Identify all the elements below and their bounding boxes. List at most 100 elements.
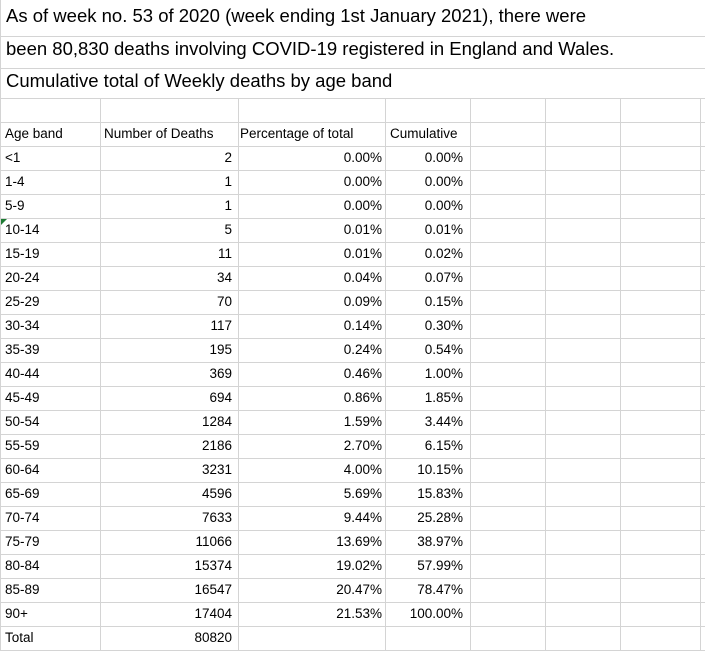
- grid-line: [0, 36, 705, 37]
- table-cell: 1-4: [5, 174, 25, 189]
- table-cell: 0.00%: [343, 174, 382, 189]
- table-cell: 5-9: [5, 198, 25, 213]
- column-header: Cumulative: [390, 126, 458, 141]
- table-cell: 0.54%: [424, 342, 463, 357]
- grid-line: [0, 434, 705, 435]
- table-cell: 0.01%: [424, 222, 463, 237]
- table-cell: 34: [216, 270, 232, 285]
- table-cell: 0.00%: [343, 198, 382, 213]
- table-cell: 20.47%: [336, 582, 382, 597]
- table-cell: <1: [5, 150, 21, 165]
- table-cell: 50-54: [5, 414, 40, 429]
- table-cell: 16547: [194, 582, 232, 597]
- table-cell: 38.97%: [417, 534, 463, 549]
- table-cell: 0.46%: [343, 366, 382, 381]
- table-cell: 0.30%: [424, 318, 463, 333]
- table-cell: 5.69%: [343, 486, 382, 501]
- cell-marker: [1, 219, 7, 225]
- table-cell: 2.70%: [343, 438, 382, 453]
- table-cell: 6.15%: [424, 438, 463, 453]
- table-cell: 90+: [5, 606, 28, 621]
- table-cell: 2186: [201, 438, 232, 453]
- table-cell: 3.44%: [424, 414, 463, 429]
- grid-line: [0, 170, 705, 171]
- grid-line: [545, 98, 546, 651]
- total-value: 80820: [194, 630, 232, 645]
- table-cell: 9.44%: [343, 510, 382, 525]
- table-cell: 0.15%: [424, 294, 463, 309]
- table-cell: 195: [209, 342, 232, 357]
- table-cell: 100.00%: [409, 606, 463, 621]
- table-cell: 78.47%: [417, 582, 463, 597]
- table-cell: 117: [210, 318, 232, 333]
- table-cell: 0.00%: [424, 150, 463, 165]
- grid-line: [0, 626, 705, 627]
- grid-line: [0, 0, 1, 651]
- grid-line: [0, 146, 705, 147]
- table-cell: 25-29: [5, 294, 40, 309]
- table-cell: 55-59: [5, 438, 40, 453]
- column-header: Number of Deaths: [104, 126, 214, 141]
- table-cell: 1: [224, 174, 232, 189]
- table-cell: 40-44: [5, 366, 40, 381]
- grid-line: [0, 266, 705, 267]
- table-cell: 694: [209, 390, 232, 405]
- grid-line: [0, 386, 705, 387]
- grid-line: [0, 362, 705, 363]
- grid-line: [0, 410, 705, 411]
- table-cell: 7633: [201, 510, 232, 525]
- table-cell: 0.01%: [343, 222, 382, 237]
- grid-line: [0, 290, 705, 291]
- title-line: Cumulative total of Weekly deaths by age…: [6, 70, 393, 91]
- grid-line: [0, 242, 705, 243]
- grid-line: [100, 98, 101, 651]
- table-cell: 1.00%: [424, 366, 463, 381]
- grid-line: [0, 68, 705, 69]
- grid-line: [0, 506, 705, 507]
- grid-line: [0, 530, 705, 531]
- table-cell: 75-79: [5, 534, 40, 549]
- table-cell: 15374: [194, 558, 232, 573]
- table-cell: 5: [224, 222, 232, 237]
- grid-line: [0, 458, 705, 459]
- grid-line: [0, 602, 705, 603]
- table-cell: 0.01%: [343, 246, 382, 261]
- table-cell: 19.02%: [336, 558, 382, 573]
- table-cell: 45-49: [5, 390, 40, 405]
- table-cell: 1.85%: [424, 390, 463, 405]
- table-cell: 4.00%: [343, 462, 382, 477]
- table-cell: 0.00%: [424, 174, 463, 189]
- table-cell: 57.99%: [417, 558, 463, 573]
- table-cell: 20-24: [5, 270, 40, 285]
- table-cell: 10.15%: [417, 462, 463, 477]
- table-cell: 60-64: [5, 462, 40, 477]
- table-cell: 0.86%: [343, 390, 382, 405]
- table-cell: 65-69: [5, 486, 40, 501]
- table-cell: 0.04%: [343, 270, 382, 285]
- grid-line: [620, 98, 621, 651]
- total-label: Total: [5, 630, 34, 645]
- table-cell: 15-19: [5, 246, 40, 261]
- grid-line: [0, 314, 705, 315]
- table-cell: 0.09%: [343, 294, 382, 309]
- title-line: As of week no. 53 of 2020 (week ending 1…: [6, 5, 587, 26]
- column-header: Percentage of total: [240, 126, 354, 141]
- table-cell: 0.14%: [343, 318, 382, 333]
- column-header: Age band: [5, 126, 63, 141]
- grid-line: [0, 218, 705, 219]
- grid-line: [238, 98, 239, 651]
- table-cell: 0.24%: [343, 342, 382, 357]
- grid-line: [700, 98, 701, 651]
- table-cell: 10-14: [5, 222, 40, 237]
- table-cell: 2: [224, 150, 232, 165]
- grid-line: [470, 98, 471, 651]
- table-cell: 0.07%: [424, 270, 463, 285]
- table-cell: 70-74: [5, 510, 40, 525]
- table-cell: 25.28%: [417, 510, 463, 525]
- table-cell: 11066: [195, 534, 232, 549]
- grid-line: [0, 122, 705, 123]
- grid-line: [0, 98, 705, 99]
- table-cell: 17404: [194, 606, 232, 621]
- table-cell: 35-39: [5, 342, 40, 357]
